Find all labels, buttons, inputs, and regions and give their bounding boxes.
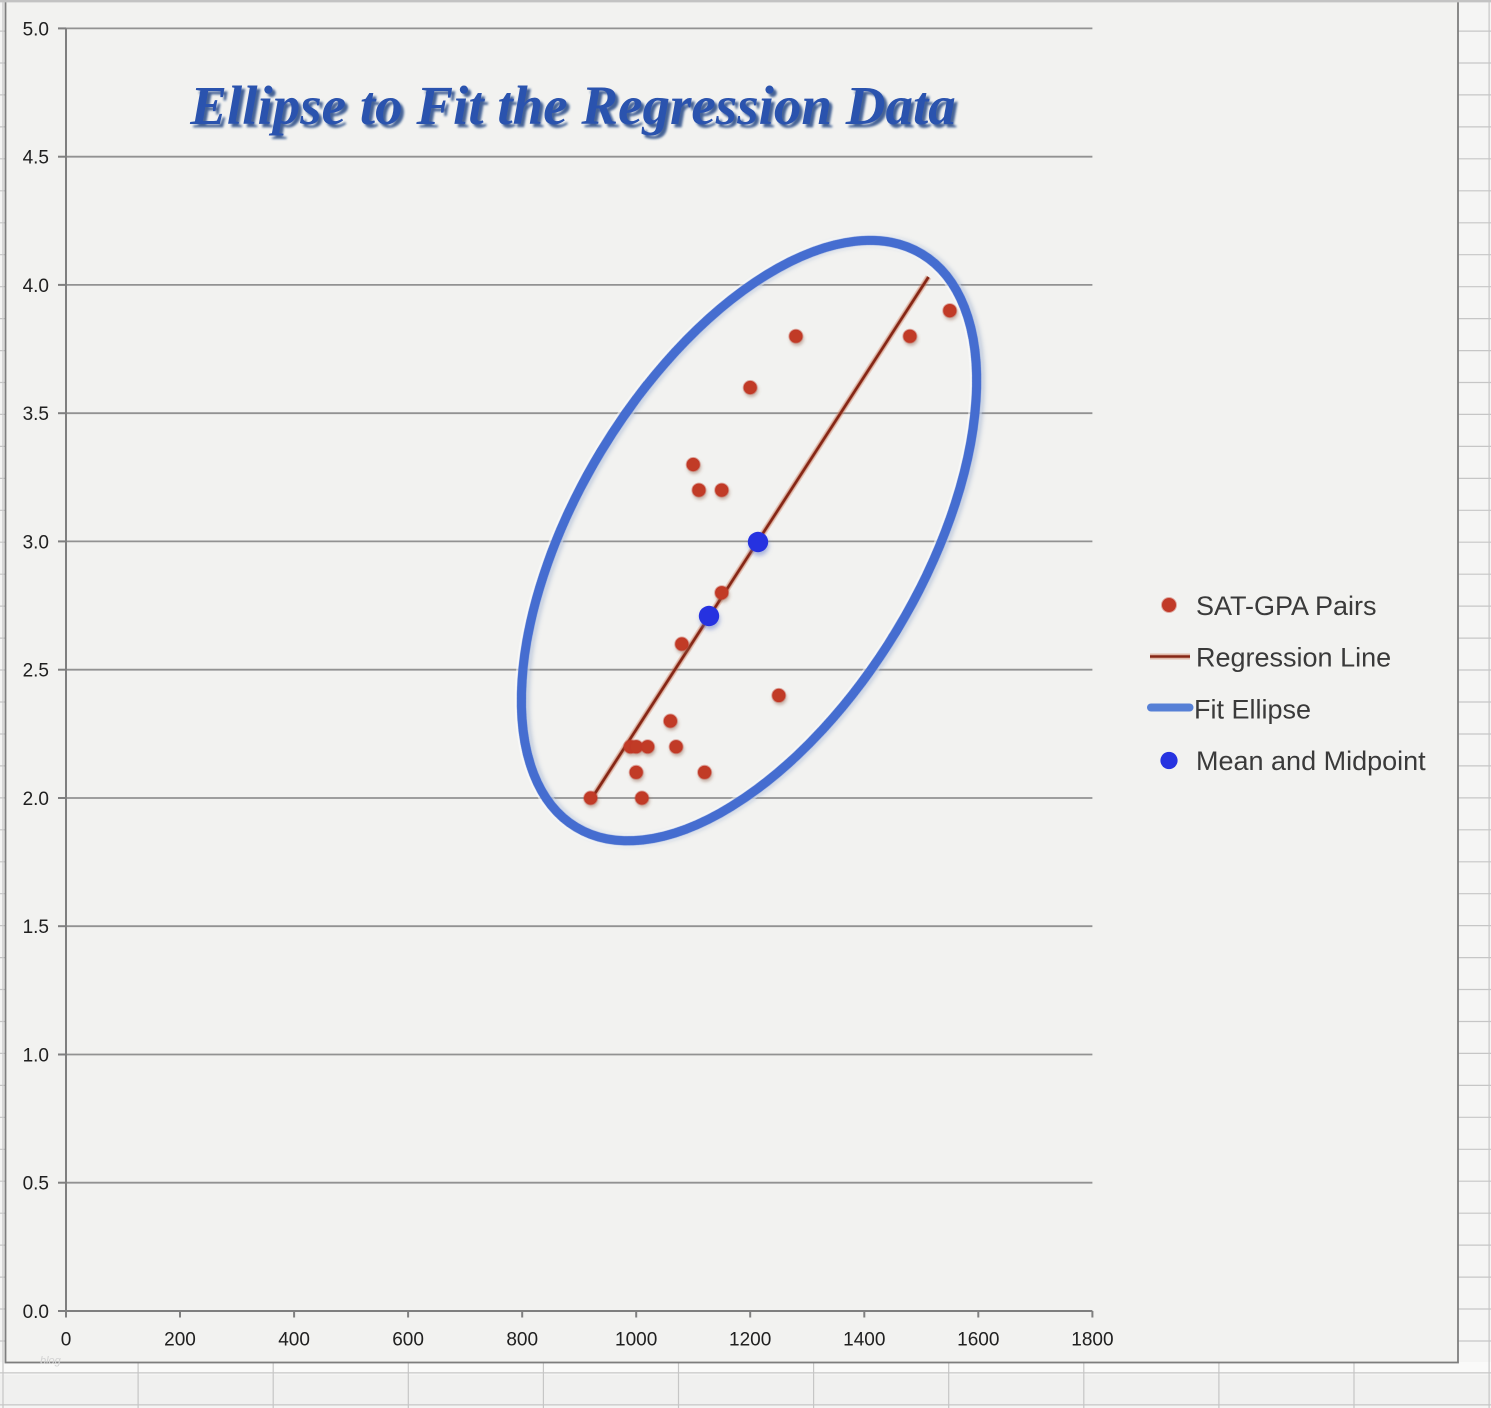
svg-text:Ellipse to Fit the Regression: Ellipse to Fit the Regression Data bbox=[189, 75, 956, 136]
svg-text:1000: 1000 bbox=[615, 1330, 657, 1351]
svg-text:Regression Line: Regression Line bbox=[1196, 643, 1391, 673]
svg-text:4.0: 4.0 bbox=[23, 276, 49, 297]
svg-text:1600: 1600 bbox=[957, 1330, 999, 1351]
svg-text:1200: 1200 bbox=[729, 1330, 771, 1351]
svg-text:Fit Ellipse: Fit Ellipse bbox=[1194, 695, 1311, 725]
svg-text:600: 600 bbox=[392, 1330, 424, 1351]
svg-text:1800: 1800 bbox=[1071, 1330, 1113, 1351]
svg-text:1.0: 1.0 bbox=[23, 1046, 49, 1067]
svg-text:1400: 1400 bbox=[843, 1330, 885, 1351]
svg-text:3.5: 3.5 bbox=[23, 404, 49, 425]
svg-text:2.0: 2.0 bbox=[23, 789, 49, 810]
svg-text:SAT-GPA Pairs: SAT-GPA Pairs bbox=[1196, 591, 1377, 621]
svg-text:2.5: 2.5 bbox=[23, 661, 49, 682]
svg-text:400: 400 bbox=[278, 1330, 310, 1351]
svg-text:0: 0 bbox=[61, 1330, 72, 1351]
svg-text:4.5: 4.5 bbox=[23, 148, 49, 169]
svg-text:1.5: 1.5 bbox=[23, 917, 49, 938]
svg-text:blog: blog bbox=[40, 1355, 62, 1367]
svg-text:200: 200 bbox=[164, 1330, 196, 1351]
svg-text:0.5: 0.5 bbox=[23, 1174, 49, 1195]
svg-text:3.0: 3.0 bbox=[23, 532, 49, 553]
svg-text:800: 800 bbox=[506, 1330, 538, 1351]
svg-text:0.0: 0.0 bbox=[23, 1302, 49, 1323]
svg-text:5.0: 5.0 bbox=[23, 19, 49, 40]
svg-text:Mean and Midpoint: Mean and Midpoint bbox=[1196, 746, 1426, 776]
